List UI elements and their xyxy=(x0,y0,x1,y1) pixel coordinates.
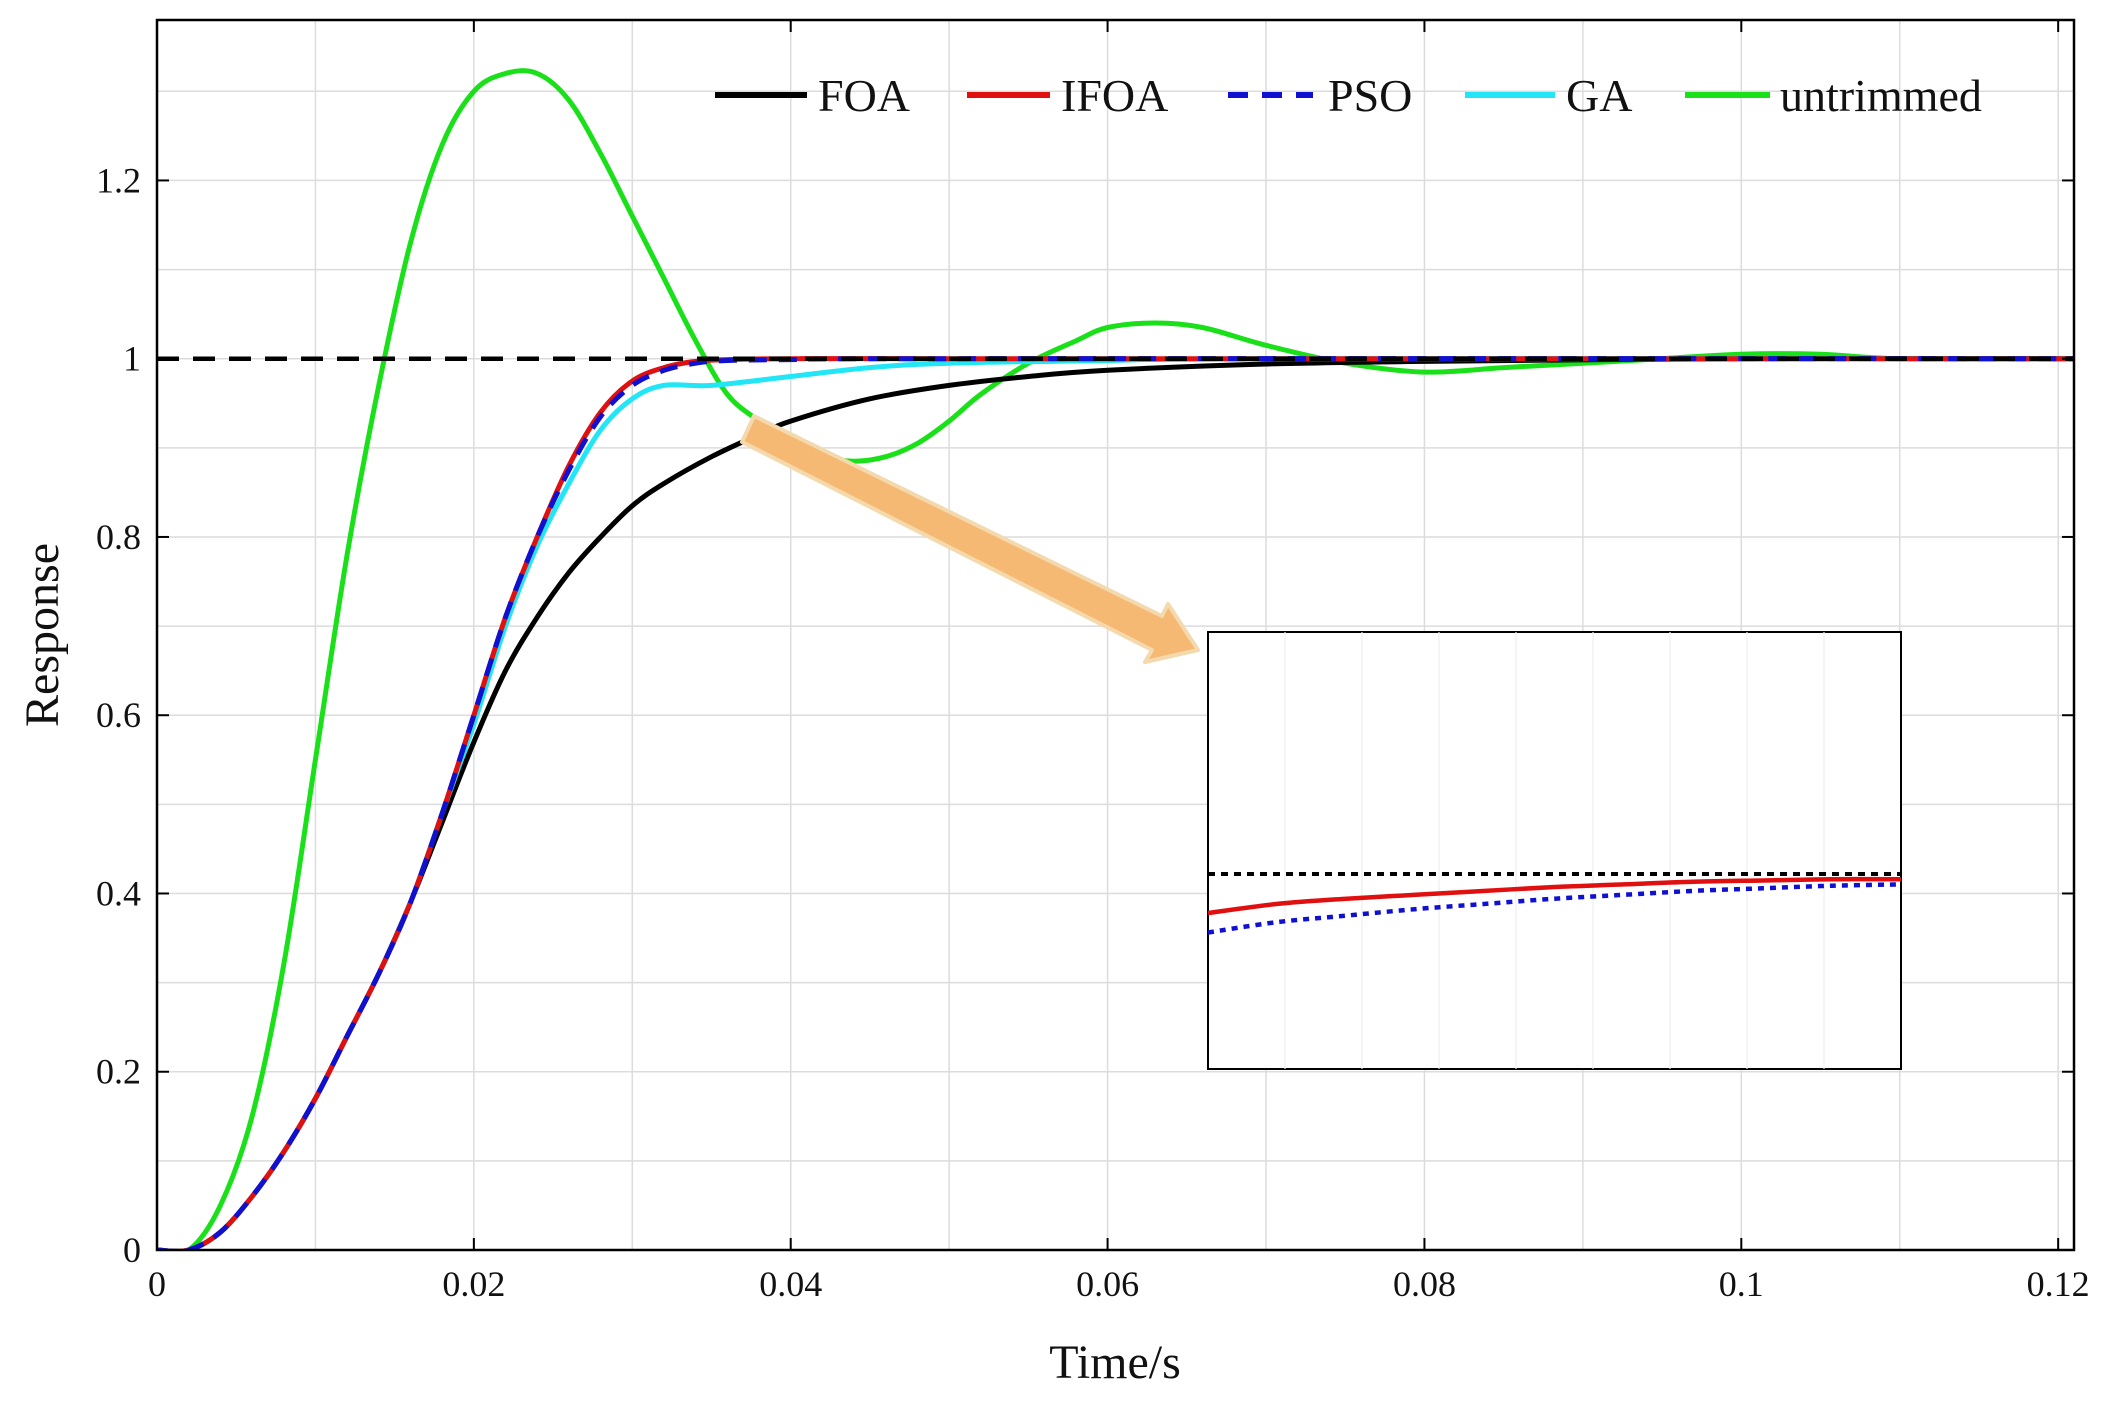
y-axis-title: Response xyxy=(16,543,69,727)
y-tick-label: 0.8 xyxy=(96,517,141,557)
y-tick-label: 0 xyxy=(123,1230,141,1270)
zoom-arrow-shape xyxy=(740,414,1200,664)
x-tick-label: 0.04 xyxy=(759,1264,822,1304)
x-tick-label: 0.12 xyxy=(2027,1264,2090,1304)
legend: FOA IFOA PSO GA untrimmed xyxy=(715,70,1982,121)
legend-label-pso: PSO xyxy=(1328,70,1412,121)
x-tick-label: 0.08 xyxy=(1393,1264,1456,1304)
inset-line-pso xyxy=(1208,882,1901,935)
x-tick-label: 0.06 xyxy=(1076,1264,1139,1304)
inset-content xyxy=(1208,872,1901,935)
y-tick-label: 0.6 xyxy=(96,695,141,735)
y-tick-label: 0.4 xyxy=(96,873,141,913)
legend-label-ga: GA xyxy=(1566,70,1632,121)
legend-label-untrimmed: untrimmed xyxy=(1780,70,1982,121)
inset-line-ifoa xyxy=(1208,876,1901,916)
x-tick-label: 0.02 xyxy=(442,1264,505,1304)
y-tick-label: 1.2 xyxy=(96,160,141,200)
plot-frame xyxy=(155,18,2076,1252)
y-tick-label: 1 xyxy=(123,339,141,379)
legend-label-ifoa: IFOA xyxy=(1061,70,1168,121)
x-axis-title: Time/s xyxy=(1049,1336,1181,1389)
inset-frame xyxy=(1207,631,1902,1070)
legend-label-foa: FOA xyxy=(818,70,910,121)
y-tick-label: 0.2 xyxy=(96,1052,141,1092)
ticks: 0 0.02 0.04 0.06 0.08 0.1 0.12 0 0.2 0.4 0.6 0.8 1 1.… xyxy=(96,20,2090,1304)
x-tick-label: 0 xyxy=(148,1264,166,1304)
x-tick-label: 0.1 xyxy=(1719,1264,1764,1304)
zoom-inset xyxy=(1207,631,1902,1070)
zoom-arrow xyxy=(740,414,1200,664)
